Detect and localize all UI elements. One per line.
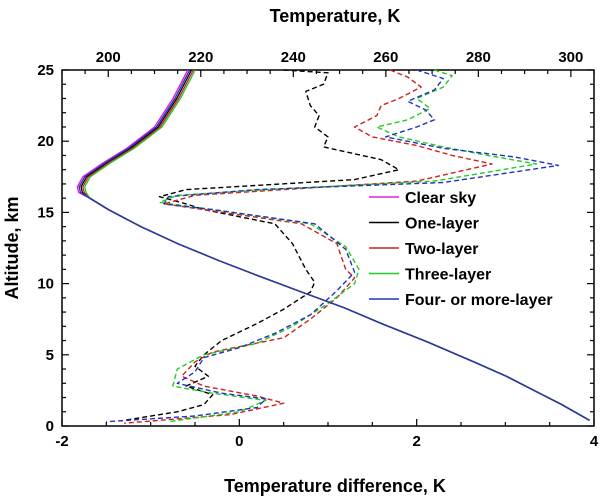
x2-tick-label: 200	[96, 49, 121, 66]
x2-tick-label: 240	[281, 49, 306, 66]
y-tick-label: 25	[37, 62, 54, 79]
series-line-4	[158, 69, 538, 423]
y-tick-label: 0	[46, 418, 54, 435]
series-line-2	[123, 69, 400, 421]
temperature-profile-line-5	[78, 69, 590, 421]
y-tick-label: 15	[37, 204, 54, 221]
series-line-1	[76, 69, 590, 421]
bottom-axis-ticks: -2 0 2 4	[55, 419, 599, 450]
x-tick-label: 2	[412, 433, 420, 450]
x2-tick-label: 260	[373, 49, 398, 66]
x-tick-label: 4	[590, 433, 599, 450]
x2-axis-title: Temperature, K	[270, 6, 401, 26]
x2-tick-label: 300	[558, 49, 583, 66]
legend: Clear sky One-layer Two-layer Three-layer Fo…	[369, 190, 553, 309]
legend-label: Three-layer	[405, 267, 491, 284]
x2-tick-label: 280	[466, 49, 491, 66]
x-tick-label: -2	[55, 433, 68, 450]
y-axis-title: Altitude, km	[2, 196, 22, 299]
series-group	[76, 69, 591, 424]
series-line-5	[106, 69, 560, 423]
y-tick-label: 20	[37, 133, 54, 150]
legend-label: One-layer	[405, 216, 479, 233]
legend-label: Two-layer	[405, 241, 479, 258]
left-axis-ticks: 0 5 10 15 20 25	[37, 62, 594, 435]
legend-label: Clear sky	[405, 190, 476, 207]
x2-tick-label: 220	[188, 49, 213, 66]
top-axis-ticks: 200 220 240 260 280 300	[61, 49, 595, 77]
plot-frame	[61, 69, 595, 427]
series-line-3	[124, 69, 493, 424]
plot-frame-group	[61, 69, 595, 427]
y-tick-label: 5	[46, 347, 54, 364]
legend-label: Four- or more-layer	[405, 292, 553, 309]
x-tick-label: 0	[235, 433, 243, 450]
x-axis-title: Temperature difference, K	[224, 476, 446, 496]
y-tick-label: 10	[37, 276, 54, 293]
